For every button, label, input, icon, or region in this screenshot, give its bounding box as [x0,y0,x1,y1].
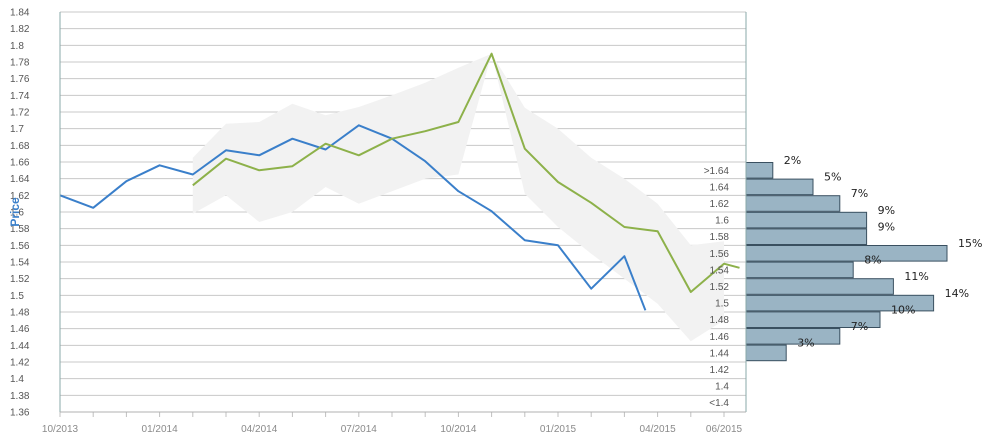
histogram-percent-label: 3% [797,337,814,350]
distribution-histogram: >1.64 2% 1.64 5% 1.62 7% 1.6 9% 1.58 9% 1.56 15% 1.5… [704,154,983,409]
histogram-bar [745,228,868,245]
histogram-percent-label: 9% [878,204,895,217]
histogram-percent-label: 14% [945,287,969,300]
histogram-bar [745,178,814,196]
series-lines [59,52,740,311]
histogram-bar [745,211,868,229]
y-tick-label: 1.6 [10,208,24,219]
histogram-percent-label: 5% [824,171,841,184]
histogram-bin-label: 1.6 [715,216,729,227]
histogram-bin-label: 1.58 [710,232,730,243]
y-tick-label: 1.52 [10,274,30,285]
histogram-bar [745,344,787,362]
x-tick-labels: 10/2013 01/2014 04/2014 07/2014 10/2014 01/20… [42,424,743,435]
histogram-bin-label: 1.62 [710,199,730,210]
histogram-bin-label: >1.64 [704,166,730,177]
histogram-bin-label: 1.64 [710,182,730,193]
y-tick-label: 1.58 [10,224,30,235]
y-tick-label: 1.68 [10,141,30,152]
y-tick-label: 1.62 [10,191,30,202]
y-tick-label: 1.74 [10,91,30,102]
y-tick-label: 1.46 [10,324,30,335]
y-tick-label: 1.56 [10,241,30,252]
histogram-percent-label: 7% [851,187,868,200]
x-tick-label: 10/2014 [440,424,477,435]
actual-series-line [59,124,647,311]
histogram-percent-label: 8% [864,254,881,267]
y-axis-label: Price [8,197,22,227]
x-tick-marks [59,412,725,417]
x-tick-label: 01/2014 [142,424,179,435]
histogram-bar [745,245,948,262]
forecast-range-area [192,53,725,342]
x-tick-label: 01/2015 [540,424,577,435]
histogram-bar [745,195,841,212]
y-tick-label: 1.54 [10,258,30,269]
y-tick-label: 1.7 [10,124,24,135]
y-tick-label: 1.38 [10,391,30,402]
y-tick-label: 1.48 [10,308,30,319]
x-tick-label: 07/2014 [341,424,378,435]
histogram-bin-label: 1.56 [710,249,730,260]
histogram-bin-label: 1.46 [710,332,730,343]
histogram-bin-label: <1.4 [709,398,729,409]
y-tick-label: 1.36 [10,408,30,419]
y-tick-label: 1.8 [10,41,24,52]
y-tick-label: 1.84 [10,8,30,19]
y-tick-label: 1.5 [10,291,24,302]
histogram-bar [745,278,894,295]
histogram-bin-label: 1.48 [710,315,730,326]
y-tick-label: 1.44 [10,341,30,352]
y-tick-label: 1.72 [10,108,30,119]
histogram-bar [745,261,854,279]
histogram-percent-label: 15% [958,237,982,250]
x-tick-label: 04/2015 [640,424,677,435]
histogram-percent-label: 9% [878,220,895,233]
histogram-bin-label: 1.52 [710,282,730,293]
x-tick-label: 04/2014 [241,424,278,435]
y-tick-label: 1.76 [10,74,30,85]
y-tick-label: 1.78 [10,58,30,69]
y-tick-label: 1.42 [10,358,30,369]
histogram-percent-label: 10% [891,303,915,316]
forecast-band [192,53,725,342]
histogram-bin-label: 1.44 [710,348,730,359]
y-tick-label: 1.64 [10,174,30,185]
histogram-percent-label: 11% [904,270,928,283]
histogram-bin-label: 1.5 [715,299,729,310]
y-tick-label: 1.4 [10,374,24,385]
y-tick-label: 1.66 [10,158,30,169]
histogram-bar [745,328,841,345]
histogram-percent-label: 2% [784,154,801,167]
histogram-bin-label: 1.4 [715,382,729,393]
forecast-series-line [192,52,740,293]
x-tick-label: 06/2015 [706,424,743,435]
histogram-percent-label: 7% [851,320,868,333]
axes [59,12,747,413]
histogram-bin-label: 1.54 [710,265,730,276]
histogram-bin-label: 1.42 [710,365,730,376]
y-tick-label: 1.82 [10,24,30,35]
y-tick-labels: 1.36 1.38 1.4 1.42 1.44 1.46 1.48 1.5 1.52 1.54 1.… [10,8,30,419]
x-tick-label: 10/2013 [42,424,79,435]
histogram-bar [745,162,774,179]
